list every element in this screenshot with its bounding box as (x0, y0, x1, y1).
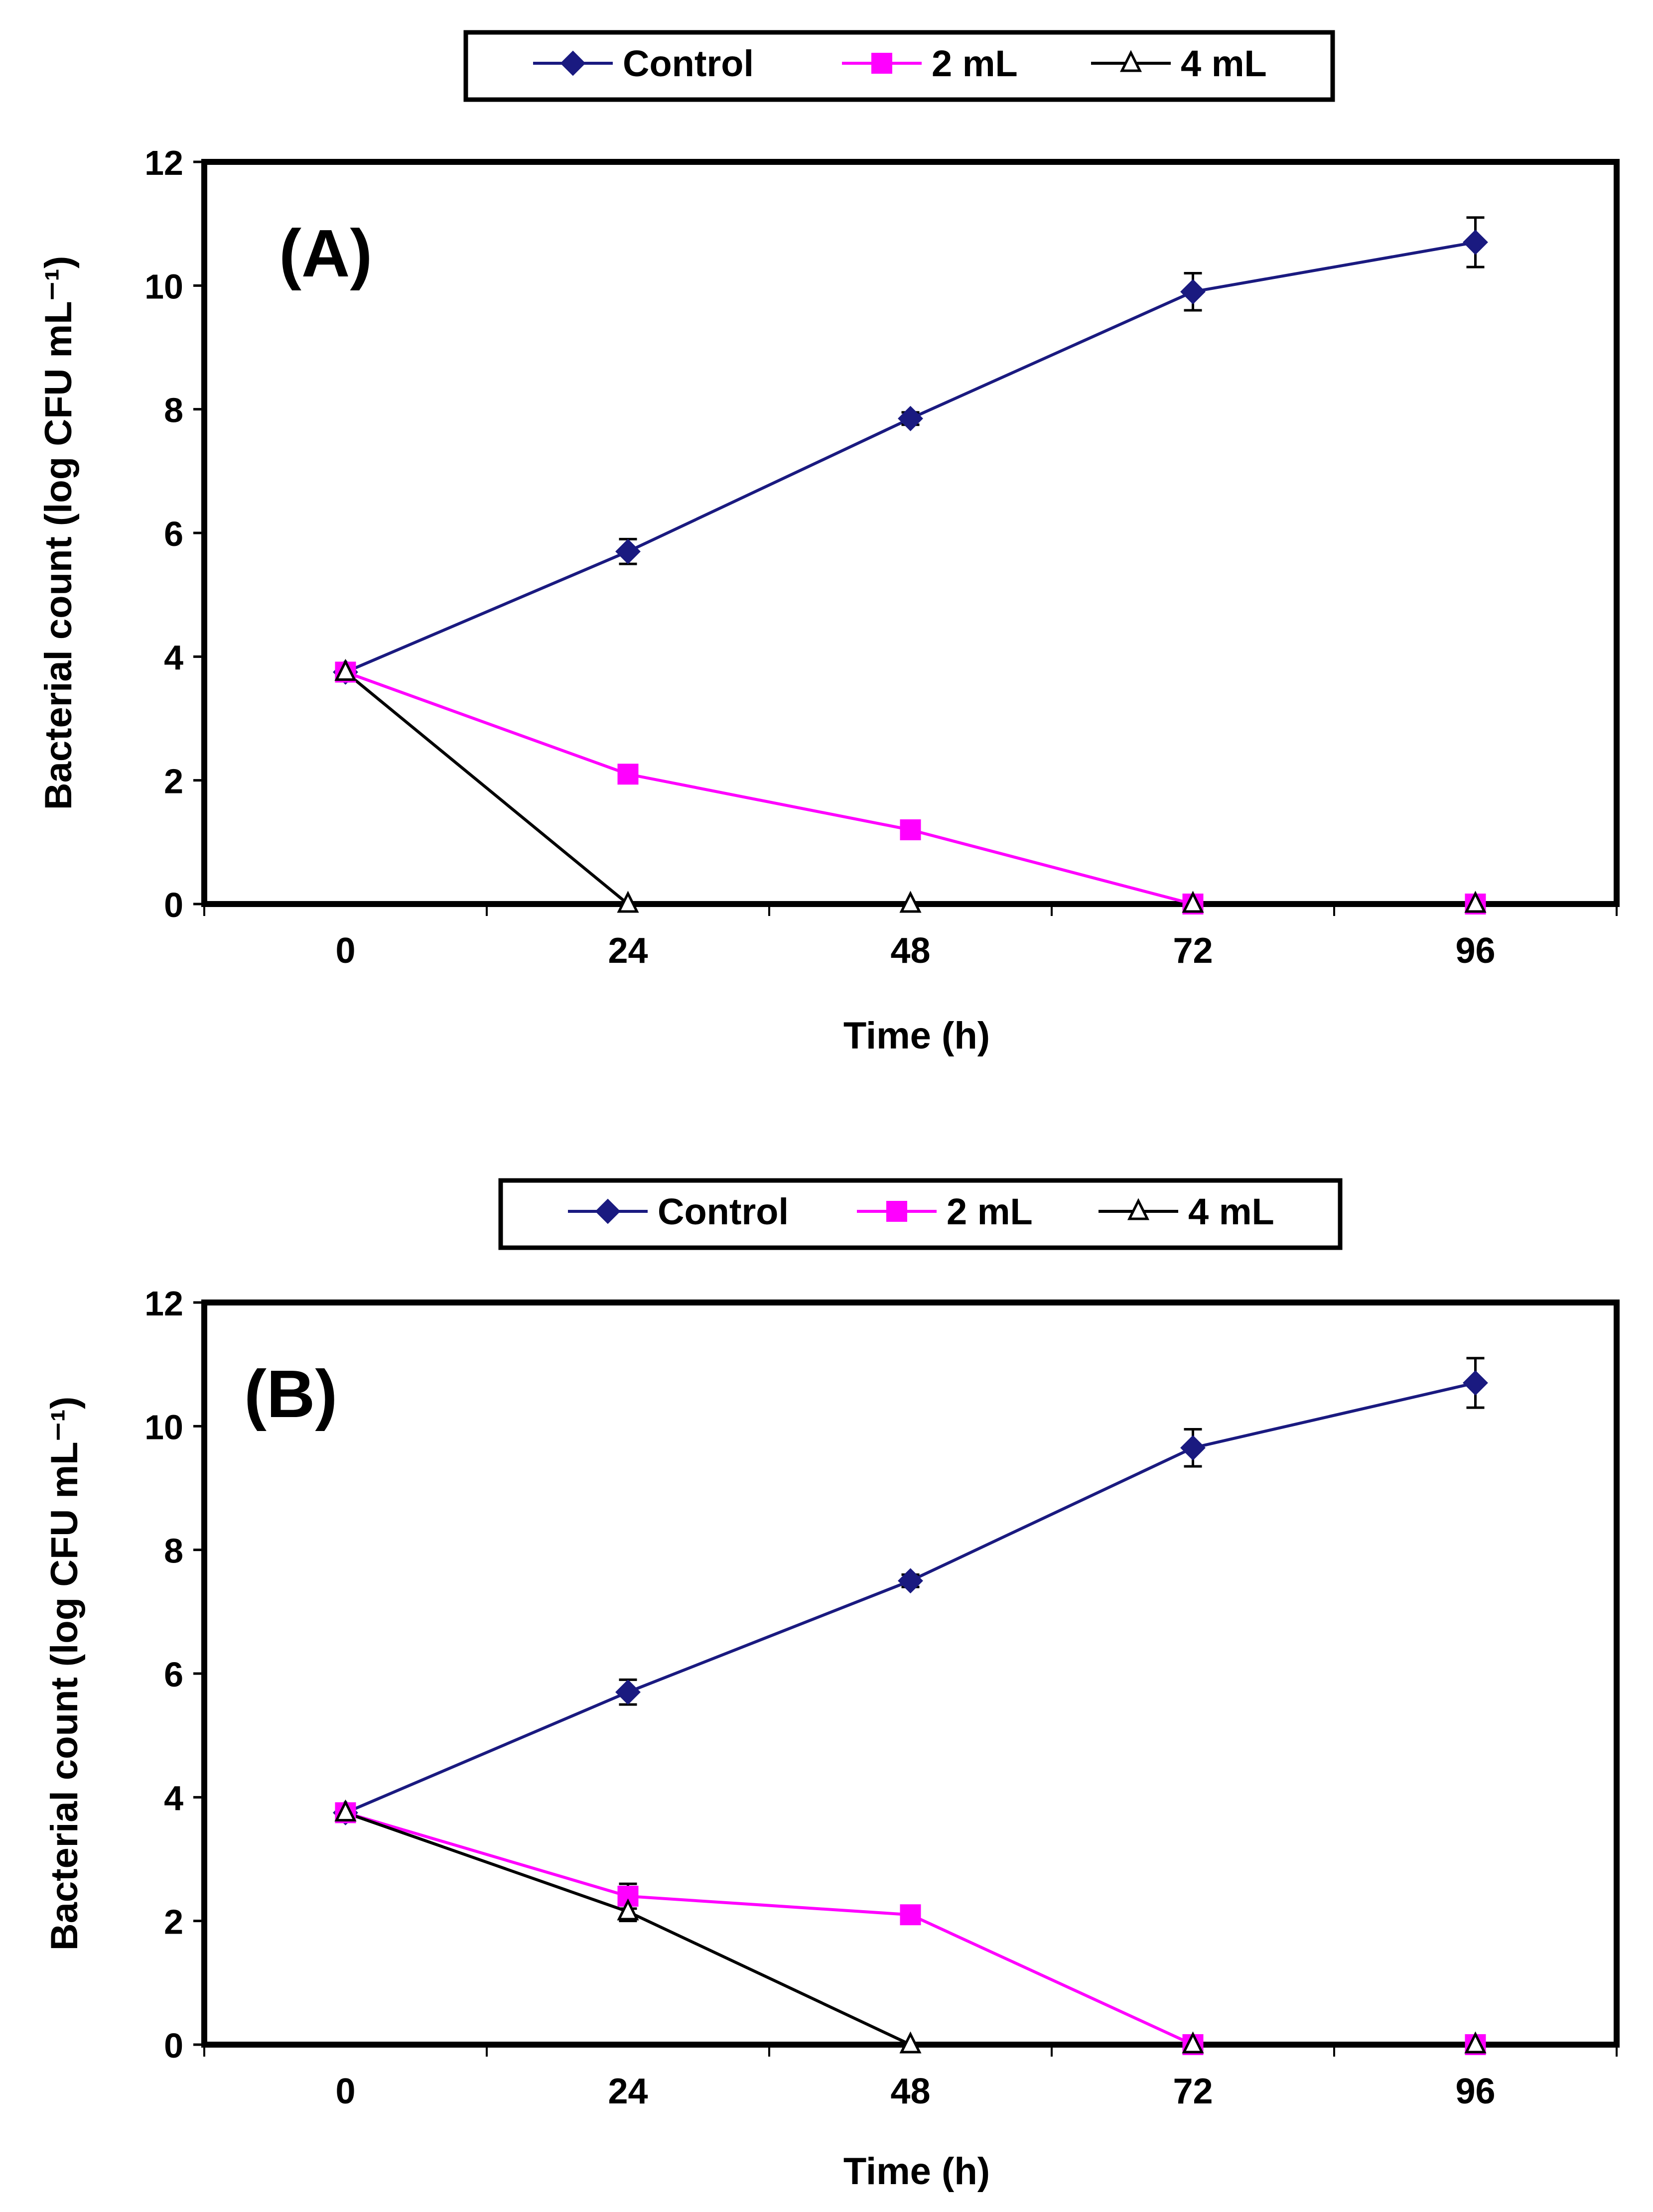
data-point (615, 1679, 641, 1705)
y-tick-label: 8 (164, 1532, 183, 1570)
data-point (1182, 2031, 1204, 2054)
y-tick-label: 10 (144, 1408, 183, 1446)
data-point (617, 891, 639, 913)
x-tick-label: 96 (1455, 2072, 1495, 2111)
legend-marker (595, 1198, 621, 1224)
series-line (345, 1381, 1476, 1815)
y-tick-label: 2 (164, 1903, 183, 1942)
data-point (615, 538, 641, 564)
legend-marker (886, 1201, 907, 1222)
data-point (900, 1904, 921, 1926)
legend-box (498, 1178, 1343, 1250)
legend-entry: 2 mL (857, 1191, 1033, 1232)
x-tick-label: 24 (608, 2072, 648, 2111)
legend-label: Control (623, 43, 754, 84)
legend-label: 2 mL (932, 43, 1018, 84)
data-point (899, 2031, 922, 2054)
series-line (345, 1811, 1476, 2046)
data-point (617, 1898, 639, 1921)
legend-entry: Control (533, 43, 754, 84)
legend: Control 2 mL 4 mL (533, 43, 1267, 84)
panel-label: (B) (244, 1356, 337, 1431)
data-point (1180, 1435, 1206, 1461)
x-axis-label: Time (h) (843, 2150, 990, 2193)
data-point (898, 1568, 923, 1594)
legend-marker (871, 53, 892, 74)
data-point (898, 405, 923, 431)
series-line (345, 670, 1476, 906)
y-axis-label: Bacterial count (log CFU mL⁻¹) (43, 1397, 86, 1951)
data-point (1464, 891, 1487, 913)
x-tick-label: 72 (1173, 2072, 1213, 2111)
legend-entry: 4 mL (1091, 43, 1267, 84)
y-tick-label: 8 (164, 391, 183, 430)
x-tick-label: 96 (1455, 931, 1495, 971)
y-tick-label: 0 (164, 886, 183, 924)
series-line (344, 671, 1476, 906)
data-point (334, 1799, 357, 1822)
data-point (900, 819, 921, 840)
legend-entry: Control (568, 1191, 789, 1232)
legend-label: 4 mL (1188, 1191, 1274, 1232)
series-line (345, 241, 1476, 674)
x-tick-label: 48 (890, 2072, 930, 2111)
x-tick-label: 72 (1173, 931, 1213, 971)
y-tick-label: 12 (144, 1284, 183, 1323)
plot-frame (201, 159, 1620, 907)
x-tick-label: 0 (335, 931, 355, 971)
x-tick-label: 24 (608, 931, 648, 971)
data-point (1464, 2031, 1487, 2054)
legend-marker (1119, 50, 1142, 72)
y-tick-label: 12 (144, 143, 183, 182)
data-point (1180, 279, 1206, 305)
plot-frame (201, 1300, 1620, 2048)
y-axis-label: Bacterial count (log CFU mL⁻¹) (37, 256, 80, 810)
data-point (1182, 891, 1204, 913)
legend-entry: 2 mL (842, 43, 1018, 84)
y-tick-label: 6 (164, 515, 183, 553)
legend-label: 2 mL (947, 1191, 1033, 1232)
panel-label: (A) (279, 216, 372, 291)
data-point (617, 764, 639, 785)
y-tick-label: 4 (164, 638, 183, 677)
legend-marker (560, 50, 586, 76)
x-tick-label: 0 (335, 2072, 355, 2111)
data-point (899, 891, 922, 913)
data-point (1463, 230, 1488, 255)
y-tick-label: 0 (164, 2026, 183, 2065)
data-point (1463, 1370, 1488, 1396)
y-tick-label: 10 (144, 267, 183, 306)
legend-label: Control (658, 1191, 789, 1232)
legend: Control 2 mL 4 mL (568, 1191, 1274, 1232)
y-tick-label: 6 (164, 1655, 183, 1694)
legend-marker (1127, 1198, 1150, 1220)
legend-label: 4 mL (1181, 43, 1267, 84)
legend-box (463, 30, 1335, 102)
x-tick-label: 48 (890, 931, 930, 971)
series-line (345, 1811, 1476, 2046)
y-tick-label: 4 (164, 1779, 183, 1818)
data-point (334, 658, 357, 681)
x-axis-label: Time (h) (843, 1015, 990, 1057)
legend-entry: 4 mL (1099, 1191, 1274, 1232)
y-tick-label: 2 (164, 762, 183, 801)
